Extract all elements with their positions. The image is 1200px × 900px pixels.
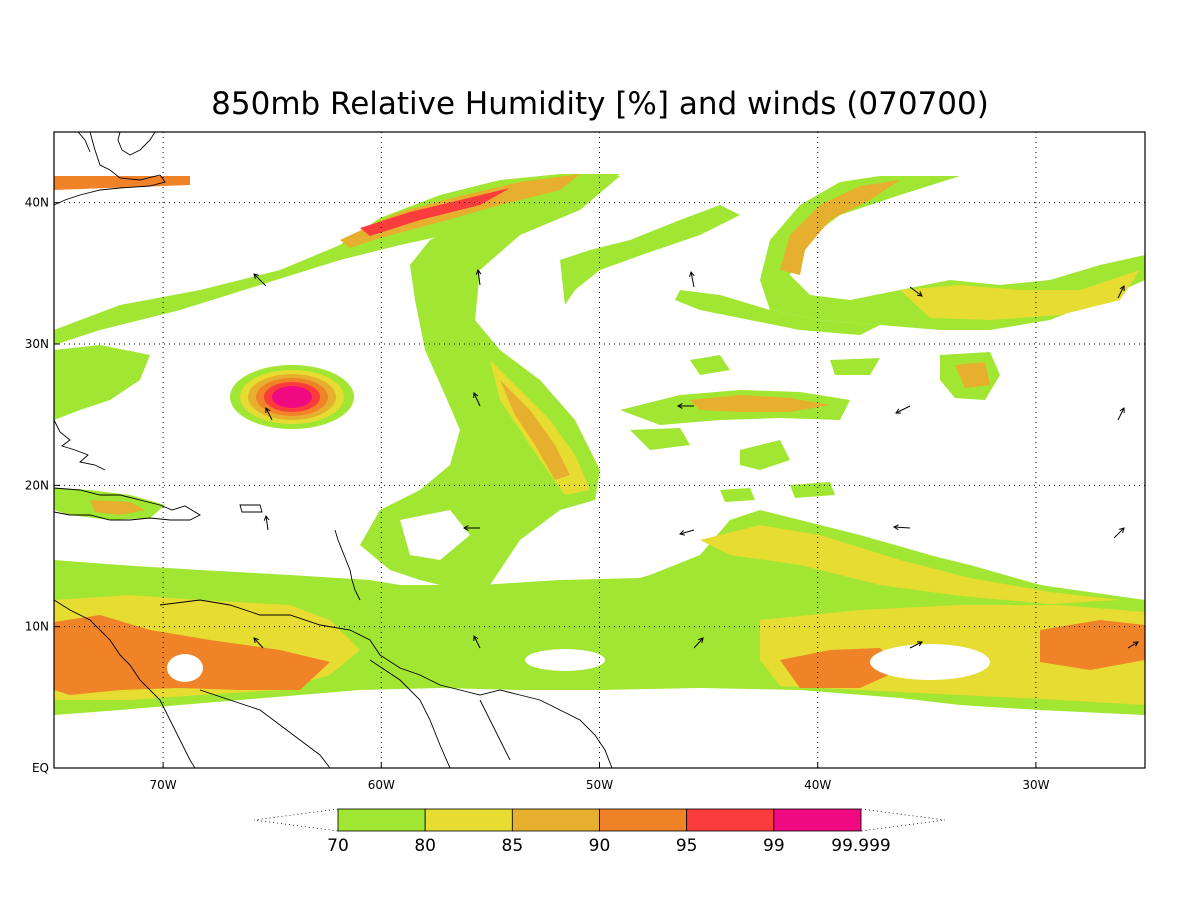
map-title: 850mb Relative Humidity [%] and winds (0… xyxy=(211,86,989,122)
humidity-blob-east-7 xyxy=(720,488,755,502)
humidity-clear-hole-2 xyxy=(870,644,990,680)
humidity-band-northwest-95 xyxy=(360,188,510,236)
humidity-band-caribbean-90 xyxy=(54,615,330,695)
coastline-newfoundland xyxy=(77,132,91,153)
humidity-swirl-inner xyxy=(675,290,880,335)
humidity-blob-east-6 xyxy=(630,428,690,450)
colorbar-swatch xyxy=(599,808,688,832)
wind-arrow xyxy=(689,270,695,288)
wind-arrow xyxy=(1117,285,1125,299)
humidity-band-east-90 xyxy=(780,648,900,688)
humidity-field xyxy=(54,174,1145,715)
wind-arrow xyxy=(892,524,911,531)
lon-tick-label: 60W xyxy=(368,778,395,792)
lon-tick-label: 70W xyxy=(150,778,177,792)
humidity-swirl-northeast-85 xyxy=(780,180,900,275)
colorbar-level-label: 99.999 xyxy=(831,836,890,856)
coastline-bahamas xyxy=(54,419,106,471)
humidity-storm-99 xyxy=(272,386,312,408)
colorbar-level-label: 99 xyxy=(763,836,785,856)
colorbar-swatch xyxy=(511,808,600,832)
colorbar-level-label: 80 xyxy=(414,836,436,856)
wind-arrow xyxy=(473,635,481,649)
humidity-band-northwest xyxy=(54,174,620,345)
coastline-venezuela-interior xyxy=(369,659,451,768)
colorbar-swatch xyxy=(337,808,426,832)
colorbar-left-extension xyxy=(253,808,339,832)
wind-arrow xyxy=(473,392,481,407)
humidity-blob-west xyxy=(54,345,150,420)
coastlines xyxy=(54,132,613,768)
colorbar-right-extension xyxy=(860,808,946,832)
humidity-blob-east-2 xyxy=(690,355,730,375)
wind-arrow xyxy=(475,268,482,286)
colorbar-level-label: 85 xyxy=(502,836,524,856)
lat-tick-label: EQ xyxy=(32,761,49,775)
wind-arrow xyxy=(462,525,480,531)
wind-arrow xyxy=(263,514,270,531)
wind-arrow xyxy=(1117,407,1125,421)
axis-tick-labels: 70W 60W 50W 40W 30W EQ 10N 20N 30N 40N xyxy=(25,196,1050,792)
humidity-clear-hole-1 xyxy=(167,654,203,682)
wind-arrow xyxy=(1113,527,1125,539)
coastline-south-america-north xyxy=(159,599,613,768)
coastline-guiana-interior xyxy=(479,699,511,761)
humidity-band-central-85 xyxy=(500,380,570,480)
lat-tick-label: 10N xyxy=(25,620,49,634)
wind-arrow xyxy=(909,286,923,297)
humidity-blob-east-3-85 xyxy=(955,362,990,388)
coastline-cuba-hispaniola xyxy=(54,487,201,521)
humidity-blob-east-1-85 xyxy=(690,395,830,412)
lat-lon-gridlines xyxy=(54,132,1145,768)
colorbar-level-label: 70 xyxy=(327,836,349,856)
humidity-clear-hole-3 xyxy=(525,649,605,671)
wind-arrow xyxy=(265,407,273,421)
humidity-band-central xyxy=(360,176,620,590)
colorbar-swatch xyxy=(773,808,862,832)
wind-arrow xyxy=(693,637,704,649)
humidity-band-midlat xyxy=(560,205,740,305)
wind-arrow xyxy=(253,637,264,649)
coastline-puerto-rico xyxy=(239,504,263,513)
humidity-blob-east-4 xyxy=(830,358,880,375)
coastline-nova-scotia xyxy=(117,132,156,156)
wind-arrow xyxy=(909,641,923,649)
wind-vectors xyxy=(253,268,1139,649)
lat-tick-label: 20N xyxy=(25,478,49,492)
colorbar-level-label: 90 xyxy=(589,836,611,856)
wind-arrow xyxy=(676,403,694,409)
lat-tick-label: 30N xyxy=(25,337,49,351)
wind-arrow xyxy=(895,405,911,414)
coastline-lesser-antilles xyxy=(334,529,361,601)
lat-tick-label: 40N xyxy=(25,196,49,210)
lon-tick-label: 40W xyxy=(804,778,831,792)
humidity-hole-central xyxy=(400,510,470,560)
wind-arrow xyxy=(1127,641,1139,649)
colorbar-swatch xyxy=(424,808,513,832)
wind-arrow xyxy=(253,273,267,287)
coastline-colombia-interior xyxy=(199,689,331,768)
colorbar-swatch xyxy=(686,808,775,832)
lon-tick-label: 30W xyxy=(1022,778,1049,792)
humidity-blob-hispaniola-85 xyxy=(90,500,145,515)
coastline-central-america xyxy=(54,599,196,768)
humidity-blob-east-5 xyxy=(740,440,790,470)
humidity-band-northwest-85 xyxy=(340,174,580,248)
colorbar-legend: 70 80 85 90 95 99 99.999 xyxy=(253,808,946,856)
colorbar-level-label: 95 xyxy=(676,836,698,856)
coastline-north-america xyxy=(54,132,166,206)
humidity-band-east-90b xyxy=(1040,620,1145,670)
lon-tick-label: 50W xyxy=(586,778,613,792)
wind-arrow xyxy=(678,529,695,536)
humidity-swirl-northeast-80 xyxy=(900,270,1140,320)
humidity-band-mid-east-80 xyxy=(700,525,1120,604)
humidity-band-north-edge xyxy=(54,176,190,190)
humidity-blob-east-8 xyxy=(790,482,835,498)
